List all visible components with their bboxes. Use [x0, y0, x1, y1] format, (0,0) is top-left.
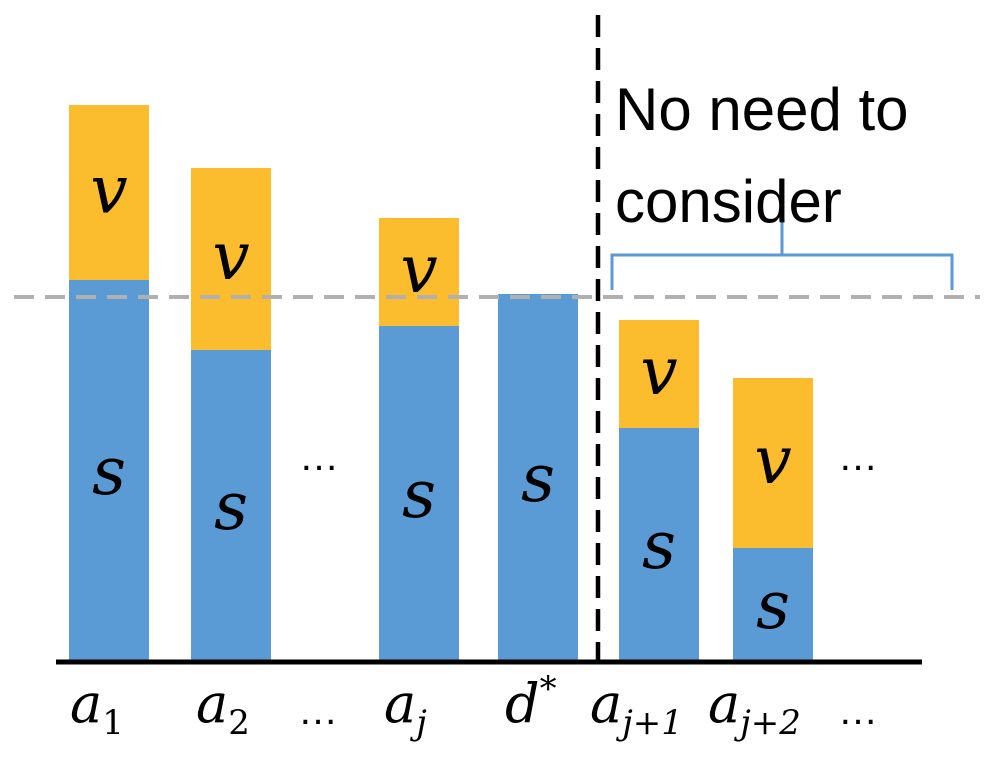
- bar-2-top-segment: [191, 168, 271, 350]
- ellipsis-axis-mid: …: [298, 689, 338, 733]
- bar-5-bottom-label: s: [642, 507, 676, 584]
- bar-6-bottom-segment: [733, 548, 813, 660]
- bar-4-bottom-segment: [498, 294, 578, 660]
- ellipsis-mid: …: [299, 435, 339, 479]
- bar-2-top-label: v: [212, 218, 249, 295]
- bar-1-top-segment: [69, 105, 149, 280]
- bar-3-bottom-label: s: [402, 456, 436, 533]
- bar-1-axis-label: a1: [70, 672, 124, 743]
- bar-5-bottom-segment: [619, 428, 699, 660]
- bar-1-bottom-segment: [69, 280, 149, 660]
- bar-2-bottom-label: s: [214, 468, 248, 545]
- bar-6-bottom-label: s: [756, 567, 790, 644]
- bar-3-top-segment: [379, 218, 459, 326]
- bar-6-axis-label: aj+2: [708, 672, 801, 743]
- bar-6-top-segment: [733, 378, 813, 548]
- bar-1-top-label: v: [90, 152, 127, 229]
- bar-5-top-label: v: [640, 333, 677, 410]
- annotation-line-2: consider: [615, 168, 842, 235]
- bar-6-top-label: v: [754, 422, 791, 499]
- bar-3-bottom-segment: [379, 326, 459, 660]
- axis-labels: a1 a2 aj d* aj+1 aj+2: [70, 669, 801, 743]
- bar-3-axis-label: aj: [384, 672, 427, 743]
- curly-brace: [610, 222, 954, 290]
- bar-4-axis-label: d*: [505, 669, 557, 735]
- bar-2-axis-label: a2: [196, 672, 250, 743]
- bar-2-bottom-segment: [191, 350, 271, 660]
- bar-4-bottom-label: s: [521, 440, 555, 517]
- bar-5-axis-label: aj+1: [590, 672, 683, 743]
- ellipsis-right: …: [838, 435, 878, 479]
- bar-5-top-segment: [619, 320, 699, 428]
- annotation-line-1: No need to: [615, 76, 909, 143]
- ellipsis-axis-right: …: [838, 689, 878, 733]
- bar-1-bottom-label: s: [92, 433, 126, 510]
